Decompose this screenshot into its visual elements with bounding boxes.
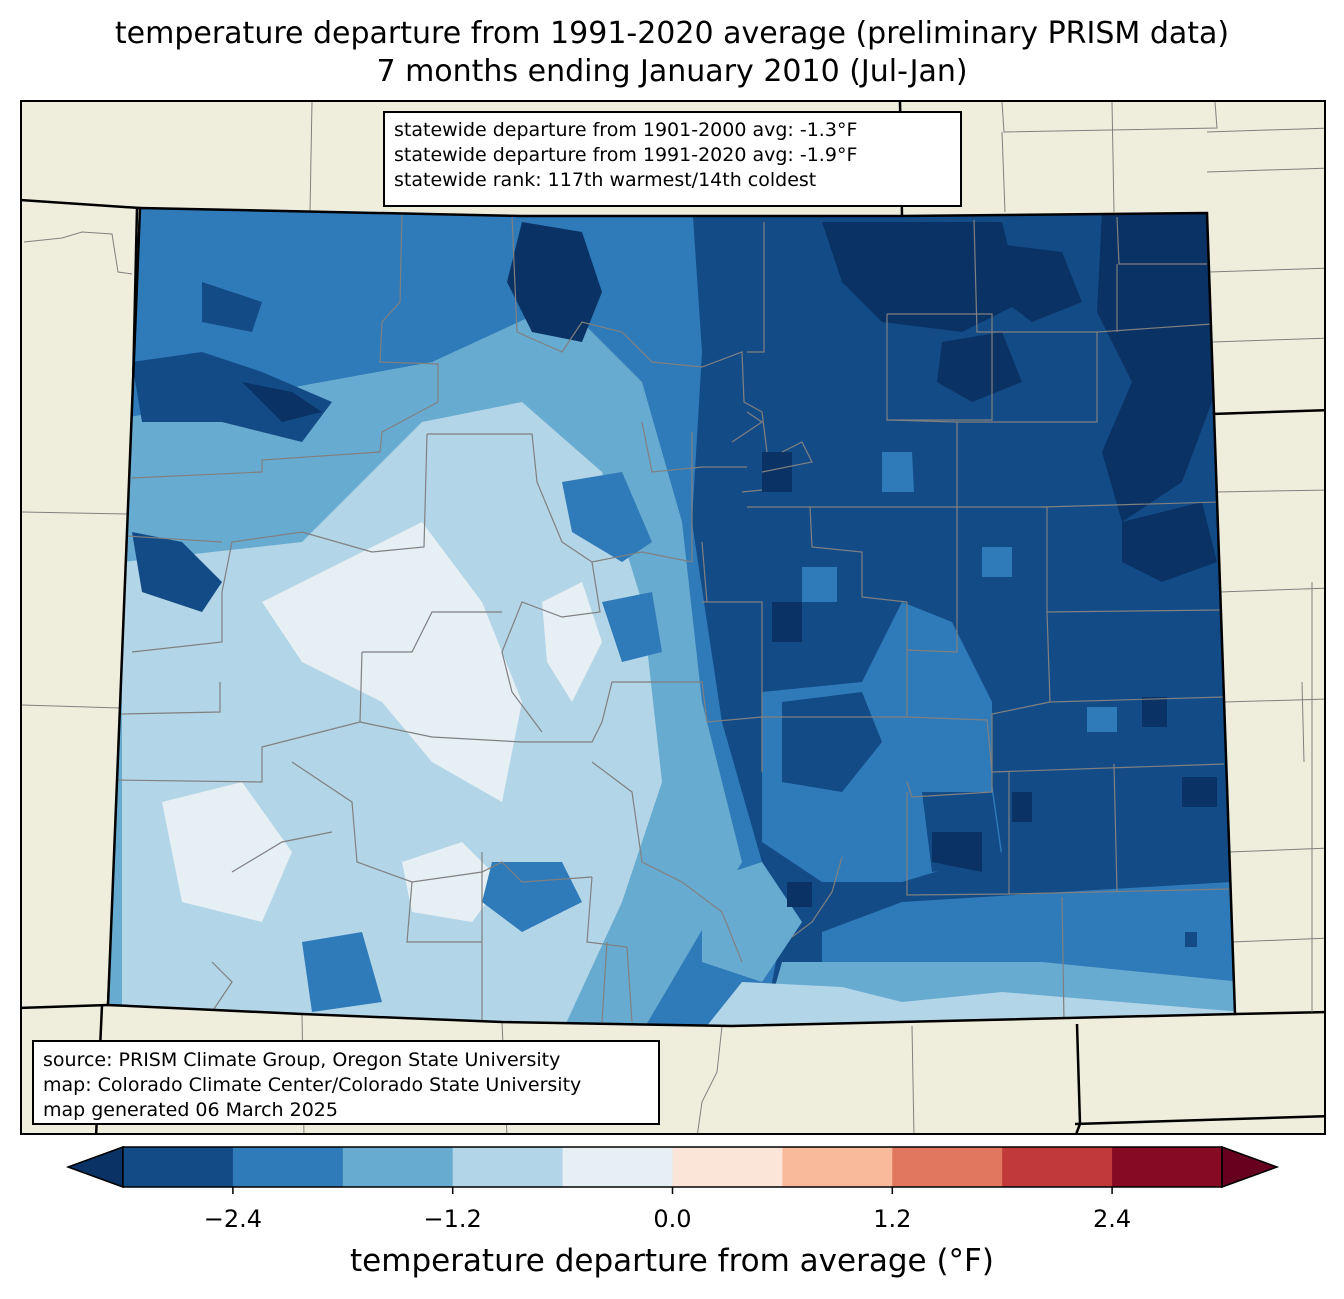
colorbar-cell <box>672 1147 783 1187</box>
colorbar-tick-label: 0.0 <box>653 1205 692 1233</box>
colorbar-cell <box>342 1147 454 1187</box>
statewide-stats-box: statewide departure from 1901-2000 avg: … <box>383 111 962 207</box>
colorbar-tick-label: −1.2 <box>423 1205 482 1233</box>
colorado-outline <box>106 206 1237 1028</box>
generated-date-line: map generated 06 March 2025 <box>43 1099 338 1121</box>
map-title: temperature departure from 1991-2020 ave… <box>114 16 1230 51</box>
map-subtitle: 7 months ending January 2010 (Jul-Jan) <box>376 54 968 89</box>
colorbar <box>65 1145 1280 1194</box>
map-credit-line: map: Colorado Climate Center/Colorado St… <box>43 1074 582 1096</box>
colorado-county-lines <box>113 211 1231 1023</box>
stats-departure-1901-2000: statewide departure from 1901-2000 avg: … <box>394 119 858 141</box>
temperature-field <box>108 208 1235 1026</box>
map-panel <box>20 100 1326 1135</box>
stats-departure-1991-2020: statewide departure from 1991-2020 avg: … <box>394 144 858 166</box>
source-box: source: PRISM Climate Group, Oregon Stat… <box>32 1040 660 1125</box>
colorbar-extend-high <box>1221 1145 1280 1189</box>
colorbar-tick-label: 1.2 <box>873 1205 912 1233</box>
colorbar-cell <box>452 1147 564 1187</box>
colorado-map <box>22 102 1324 1133</box>
colorbar-extend-low <box>65 1145 124 1189</box>
colorbar-cell <box>782 1147 893 1187</box>
colorbar-cell <box>892 1147 1003 1187</box>
stats-rank: statewide rank: 117th warmest/14th colde… <box>394 169 817 191</box>
colorbar-cell <box>1112 1147 1223 1187</box>
source-line: source: PRISM Climate Group, Oregon Stat… <box>43 1049 561 1071</box>
colorbar-tick-label: 2.4 <box>1093 1205 1132 1233</box>
colorbar-cell <box>123 1147 234 1187</box>
colorbar-cell <box>232 1147 344 1187</box>
colorbar-cell <box>1002 1147 1113 1187</box>
colorbar-label: temperature departure from average (°F) <box>350 1243 994 1279</box>
colorbar-tick-label: −2.4 <box>203 1205 263 1233</box>
colorbar-cell <box>562 1147 673 1187</box>
